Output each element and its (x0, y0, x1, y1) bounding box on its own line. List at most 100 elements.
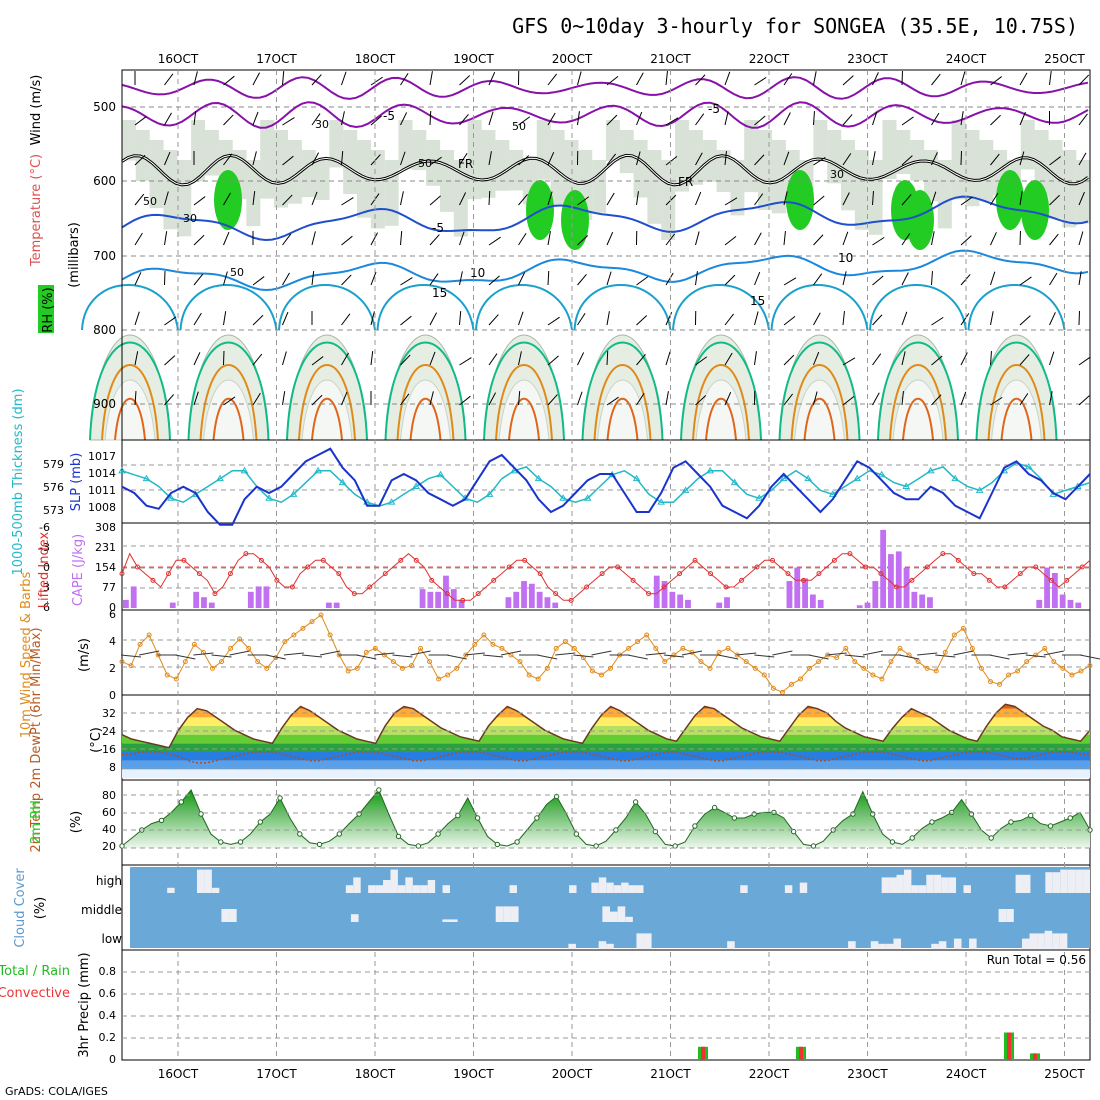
wind-barb (1049, 71, 1052, 86)
cape-bar (1051, 572, 1058, 608)
cape-bar (513, 591, 520, 608)
wind10-point (997, 681, 1003, 687)
wind-barb (813, 273, 823, 286)
isotherm-30 (1000, 397, 1033, 441)
temp2m-tick: 16 (102, 743, 116, 756)
cloud-bar-high (1052, 872, 1061, 893)
rh-band (661, 160, 676, 240)
cape-bar (427, 591, 434, 608)
wind-barb (429, 312, 438, 326)
wind-barb (429, 110, 432, 126)
wind10-point (1024, 659, 1030, 665)
rh2m-point (810, 843, 817, 849)
rh2m-point (751, 811, 757, 817)
rh-band (675, 120, 690, 192)
cloud-bar-high (397, 885, 406, 893)
wind10-tick: 4 (109, 635, 116, 648)
cloud-bar-high (1060, 869, 1068, 893)
wind-barb (1019, 72, 1028, 86)
wind-barb (400, 231, 403, 246)
cloud-bar-low (878, 943, 886, 949)
footer-credit: GrADS: COLA/IGES (5, 1085, 108, 1098)
rh-band (260, 120, 275, 199)
wind-barb (341, 274, 352, 286)
wind-barb (400, 112, 408, 126)
cloud-bar-low (568, 943, 576, 949)
wind-barb (695, 356, 708, 366)
wind-barb (518, 351, 522, 366)
rh-band (343, 130, 358, 195)
rh-band (370, 150, 385, 229)
rh-plume (561, 190, 589, 250)
rh2m-point (850, 811, 856, 817)
wind-barb (636, 276, 649, 286)
cloud-level-label: middle (81, 903, 122, 917)
wind-barb (282, 71, 285, 86)
wind10-barb (555, 652, 576, 656)
isotherm-15 (573, 284, 672, 331)
wind-barb (665, 233, 676, 246)
wind-barb (783, 315, 796, 326)
cloud-bar-middle (610, 911, 618, 922)
cloud-bar-low (893, 938, 902, 949)
wind10-point (1033, 652, 1039, 658)
wind-barb (341, 235, 353, 246)
thickness-point (951, 474, 960, 482)
cloud-bar-high (390, 869, 398, 893)
temp2m-band (122, 717, 1090, 726)
wind-barb (783, 73, 793, 86)
wind-barb (370, 115, 382, 126)
rh2m-tick: 60 (102, 806, 116, 819)
wind-barb (282, 155, 294, 166)
cape-bar (450, 589, 457, 608)
wind-barb (960, 196, 973, 206)
cape-bar (661, 581, 668, 608)
rh-band (246, 160, 261, 227)
wind-barb (311, 231, 316, 246)
cloud-bar-low (885, 943, 894, 949)
rh2m-point (534, 815, 540, 821)
wind-barb (931, 270, 933, 286)
wind10-point (408, 663, 414, 669)
wind10-point (752, 665, 758, 671)
isotherm-blue (121, 195, 1089, 242)
lifted-index-point (351, 591, 357, 597)
rh2m-point (1067, 815, 1073, 821)
cape-bar (786, 581, 793, 608)
isotherm-25 (790, 364, 849, 441)
wind-barb (990, 153, 1000, 166)
date-tick-bottom: 23OCT (847, 1067, 888, 1081)
wind10-point (481, 632, 487, 638)
lifted-index-point (336, 571, 342, 577)
wind-barb (695, 113, 705, 126)
wind10-point (228, 645, 234, 651)
wind-barb (577, 111, 580, 126)
wind-barb (518, 272, 526, 286)
wind-barb (400, 151, 406, 166)
wind10-barb (139, 650, 160, 656)
wind-barb (400, 393, 410, 406)
wind-barb (1049, 272, 1058, 286)
lifted-index-point (506, 564, 512, 570)
slp-tick: 1011 (88, 484, 116, 497)
wind10-point (399, 665, 405, 671)
rh-band (1062, 150, 1077, 228)
lifted-index-point (491, 577, 497, 583)
wind-barb (577, 71, 582, 86)
date-tick-bottom: 22OCT (749, 1067, 790, 1081)
cloud-bar-high (911, 885, 919, 893)
cape-bar (536, 591, 543, 608)
rh2m-tick: 80 (102, 789, 116, 802)
cloud-bar-high (606, 882, 614, 893)
wind-barb (636, 392, 645, 406)
wind10-point (951, 632, 957, 638)
isotherm-label: FR (678, 175, 693, 189)
slp-line (121, 447, 1091, 526)
lifted-index-point (677, 571, 683, 577)
temp2m-tick: 24 (102, 725, 116, 738)
wind10-point (662, 659, 668, 665)
wind-barb (606, 350, 609, 366)
rh2m-area (122, 790, 1090, 848)
wind-barb (754, 76, 767, 86)
wind10-point (445, 672, 451, 678)
